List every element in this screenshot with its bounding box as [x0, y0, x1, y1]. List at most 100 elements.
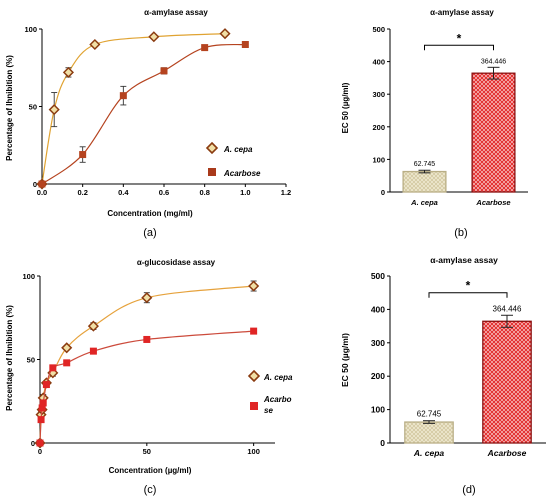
y-tick-label: 200	[372, 123, 385, 132]
data-point	[201, 44, 209, 52]
data-point	[37, 416, 45, 424]
legend-marker-a-cepa	[247, 369, 261, 383]
marks-d: 62.745 364.446 *	[404, 279, 532, 444]
legend-a: A. cepa Acarbose	[205, 141, 261, 178]
y-axis-label: Percentage of Ihnibition (%)	[5, 55, 14, 161]
bar	[482, 320, 532, 444]
marks-c	[34, 280, 260, 449]
fit-curve	[41, 33, 226, 185]
x-tick-label: 0	[38, 447, 42, 456]
x-tick-label: 50	[143, 447, 151, 456]
marks-b: 62.745 364.446 *	[402, 31, 516, 193]
panel-letter: (c)	[144, 484, 157, 496]
data-point	[141, 292, 153, 304]
y-tick-label: 500	[371, 271, 385, 281]
x-axis-label: Concentration (mg/ml)	[107, 209, 193, 218]
axes-a: 0.0 0.2 0.4 0.6 0.8 1.0 1.2 0 50 100	[24, 25, 291, 197]
value-label: 62.745	[417, 410, 442, 419]
legend-c: A. cepa Acarbo se	[247, 369, 293, 415]
category-label: Acarbose	[475, 198, 510, 207]
x-tick-label: 1.2	[281, 188, 291, 197]
data-point	[79, 151, 87, 159]
data-point	[241, 41, 249, 48]
panel-b: α-amylase assay 0 100 200 300 400 500 A. cepa A…	[341, 8, 528, 239]
value-label: 364.446	[481, 58, 506, 65]
data-point	[63, 359, 71, 367]
data-point	[248, 280, 260, 292]
data-point	[143, 335, 151, 343]
y-tick-label: 400	[372, 58, 385, 67]
fit-curve	[39, 330, 254, 444]
x-tick-label: 0.4	[118, 188, 129, 197]
data-point	[89, 347, 97, 355]
data-point	[36, 439, 44, 447]
legend-marker-acarbose	[250, 402, 258, 410]
panel-letter: (d)	[462, 484, 475, 496]
chart-title: α-amylase assay	[430, 8, 494, 17]
y-tick-label: 300	[372, 90, 385, 99]
panel-a: α-amylase assay 0.0 0.2 0.4 0.6 0.8 1.0 1.2 0 50…	[5, 8, 291, 239]
y-tick-label: 300	[371, 338, 385, 348]
y-axis-label: EC 50 (µg/ml)	[340, 333, 350, 387]
y-tick-label: 0	[380, 438, 385, 448]
value-label: 364.446	[493, 304, 522, 313]
chart-title: α-glucosidase assay	[137, 258, 216, 267]
data-point	[49, 364, 57, 372]
legend-marker-acarbose	[208, 168, 216, 176]
y-tick-label: 100	[22, 272, 35, 281]
y-axis-label: EC 50 (µg/ml)	[341, 82, 350, 133]
chart-title: α-amylase assay	[430, 255, 498, 265]
y-tick-label: 0	[31, 439, 35, 448]
data-point	[38, 180, 46, 188]
data-point	[119, 92, 127, 100]
y-tick-label: 100	[24, 25, 37, 34]
x-tick-label: 0.2	[77, 188, 87, 197]
data-point	[61, 342, 73, 354]
bar	[402, 170, 447, 193]
significance-bracket	[424, 44, 494, 51]
panel-letter: (a)	[143, 227, 156, 239]
data-point	[87, 320, 99, 332]
y-tick-label: 200	[371, 371, 385, 381]
y-tick-label: 400	[371, 304, 385, 314]
significance-bracket	[428, 292, 508, 298]
x-tick-label: 1.0	[240, 188, 250, 197]
panel-d: α-amylase assay 0 100 200 300 400 500 A. cepa A…	[340, 255, 546, 496]
y-tick-label: 0	[381, 188, 385, 197]
y-tick-label: 50	[29, 103, 37, 112]
y-tick-label: 0	[33, 180, 37, 189]
y-tick-label: 50	[27, 356, 35, 365]
bar	[404, 421, 454, 444]
category-label: Acarbose	[487, 448, 527, 458]
legend-marker-a-cepa	[205, 141, 219, 155]
x-tick-label: 100	[247, 447, 260, 456]
x-axis-label: Concentration (µg/ml)	[109, 466, 192, 475]
x-tick-label: 0.6	[159, 188, 169, 197]
chart-title: α-amylase assay	[144, 8, 208, 17]
category-label: A. cepa	[413, 448, 445, 458]
data-point	[42, 381, 50, 389]
y-tick-label: 100	[371, 405, 385, 415]
panel-letter: (b)	[454, 227, 467, 239]
legend-label-acarbose: Acarbose	[223, 169, 261, 178]
panel-c: α-glucosidase assay 0 50 100 0 50 100 Concent…	[5, 258, 293, 496]
data-point	[89, 38, 101, 51]
data-point	[250, 327, 258, 335]
y-axis-label: Percentage of Ihnibition (%)	[5, 305, 14, 411]
bar	[471, 72, 516, 193]
significance-star: *	[466, 279, 471, 293]
data-point	[38, 404, 46, 412]
y-tick-label: 500	[372, 25, 385, 34]
data-point	[219, 28, 231, 40]
legend-label-a-cepa: A. cepa	[223, 145, 253, 154]
data-point	[148, 31, 160, 43]
data-point	[39, 399, 47, 407]
x-tick-label: 0.8	[199, 188, 209, 197]
data-point	[160, 67, 168, 75]
value-label: 62.745	[414, 161, 436, 168]
significance-star: *	[457, 31, 462, 45]
legend-label-a-cepa: A. cepa	[263, 373, 293, 382]
fit-curve	[39, 285, 254, 444]
